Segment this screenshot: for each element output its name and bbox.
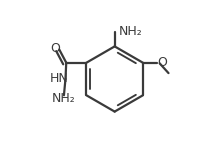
- Text: NH₂: NH₂: [51, 92, 75, 105]
- Text: HN: HN: [50, 72, 69, 85]
- Text: O: O: [158, 56, 167, 69]
- Text: O: O: [50, 42, 60, 55]
- Text: NH₂: NH₂: [119, 25, 142, 38]
